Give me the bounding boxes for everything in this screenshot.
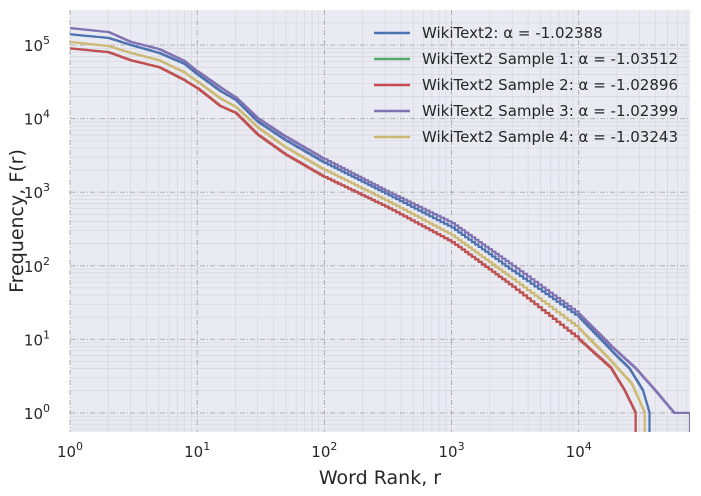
x-tick-label: 102 [311, 440, 337, 461]
legend-label-5: WikiText2 Sample 4: α = -1.03243 [422, 128, 678, 146]
series-line-3 [70, 47, 637, 432]
y-tick-label: 104 [24, 108, 50, 129]
series-line-5 [70, 41, 646, 432]
y-tick-label: 102 [24, 255, 50, 276]
y-tick-label: 105 [24, 34, 50, 55]
x-tick-label: 104 [566, 440, 592, 461]
legend-label-2: WikiText2 Sample 1: α = -1.03512 [422, 50, 678, 68]
legend: WikiText2: α = -1.02388 WikiText2 Sample … [374, 24, 678, 146]
grid [69, 10, 690, 432]
legend-label-1: WikiText2: α = -1.02388 [422, 24, 603, 42]
legend-label-3: WikiText2 Sample 2: α = -1.02896 [422, 76, 678, 94]
x-axis-label: Word Rank, r [319, 467, 441, 489]
y-tick-label: 101 [24, 328, 50, 349]
x-tick-label: 100 [57, 440, 83, 461]
series-lines [70, 27, 690, 432]
series-line-4 [70, 27, 690, 432]
x-tick-label: 101 [184, 440, 210, 461]
legend-label-4: WikiText2 Sample 3: α = -1.02399 [422, 102, 678, 120]
series-line-1 [70, 33, 651, 432]
y-tick-label: 100 [24, 402, 50, 423]
x-tick-label: 103 [438, 440, 464, 461]
y-axis-label: Frequency, F(r) [6, 149, 28, 293]
tick-labels: 100 101 102 103 104 100 101 102 103 104 105 [24, 34, 592, 461]
y-tick-label: 103 [24, 181, 50, 202]
